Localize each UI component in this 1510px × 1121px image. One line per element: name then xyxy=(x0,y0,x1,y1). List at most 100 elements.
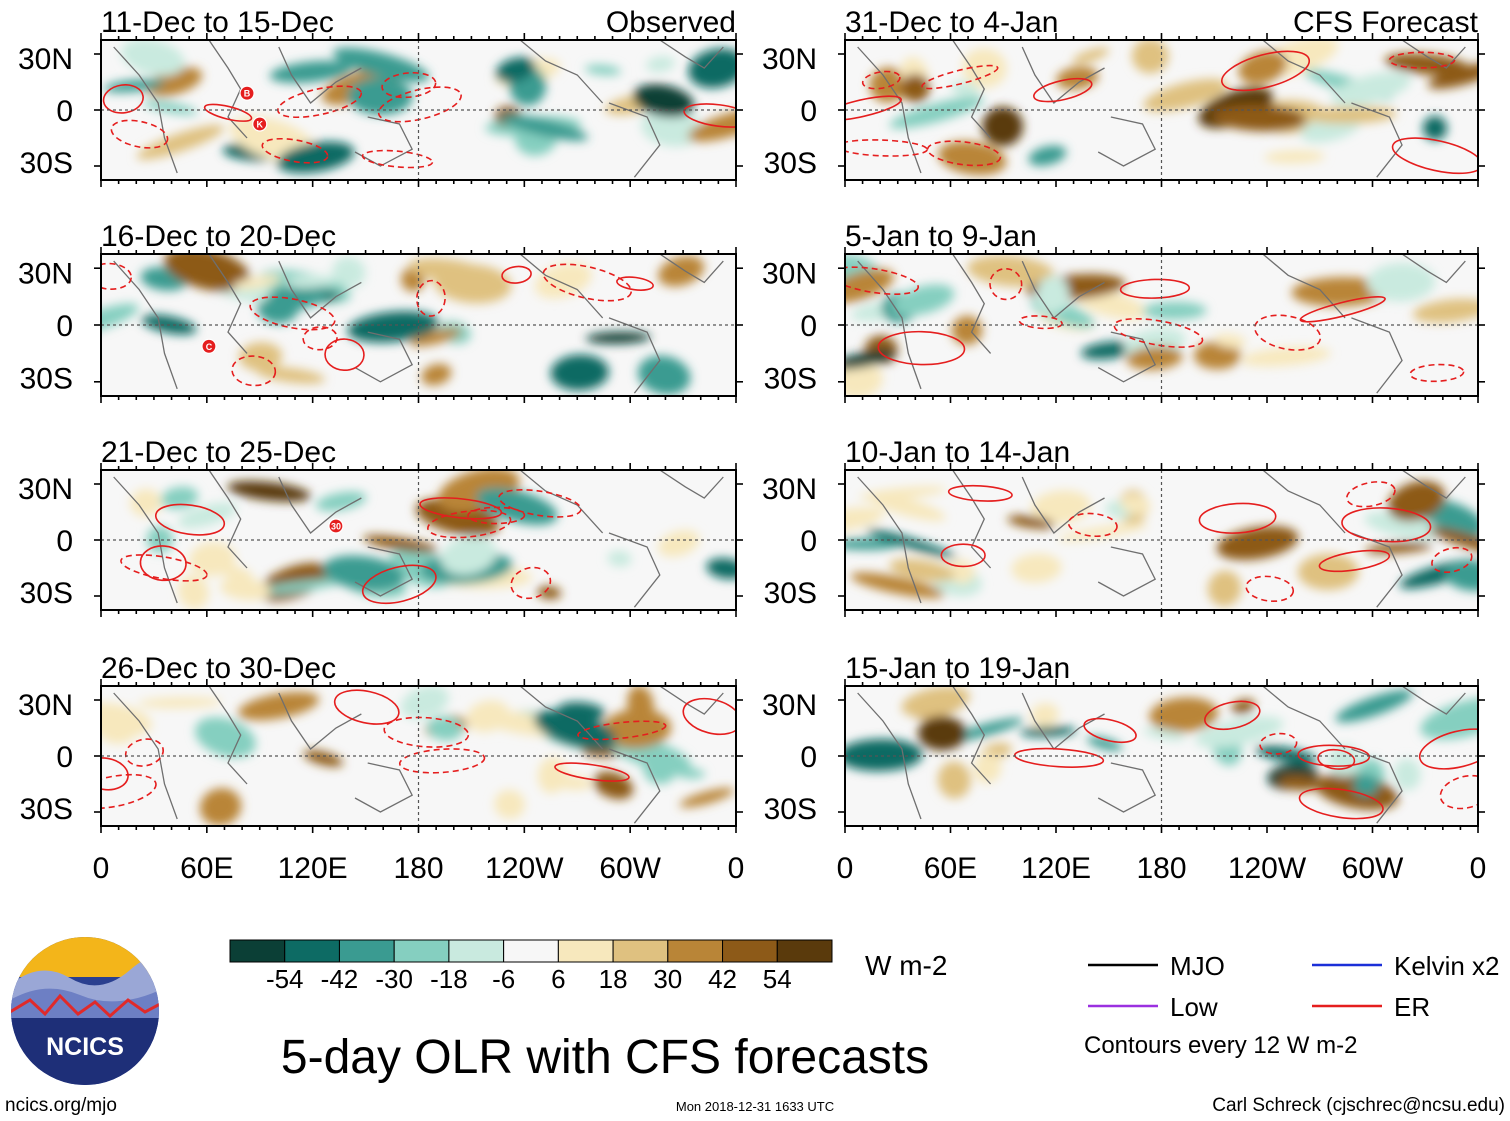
er-contour xyxy=(877,330,966,366)
storm-marker: K xyxy=(252,116,268,132)
coastline xyxy=(952,686,992,785)
colorbar-tick-label: -6 xyxy=(492,964,515,994)
coastlines xyxy=(857,254,1466,394)
er-contour xyxy=(419,497,503,520)
panel-ticks xyxy=(94,463,743,617)
er-contours xyxy=(101,689,736,810)
panel-period-label: 5-Jan to 9-Jan xyxy=(845,220,1037,253)
positive-anomaly-blob xyxy=(421,363,452,386)
map-panel-3: 21-Dec to 25-Dec xyxy=(94,436,743,617)
negative-anomaly-blob xyxy=(142,100,198,115)
coastline xyxy=(278,692,362,750)
er-contour xyxy=(249,296,336,331)
coastline xyxy=(354,546,414,597)
coastline xyxy=(1262,686,1346,750)
coastline xyxy=(278,476,362,534)
footer-timestamp: Mon 2018-12-31 1633 UTC xyxy=(676,1099,834,1114)
panel-tag-label: Observed xyxy=(606,6,736,39)
positive-anomaly-blob xyxy=(1007,515,1055,529)
negative-anomaly-blob xyxy=(865,528,957,559)
colorbar: -54 -42 -30 -18 -6 6 18 30 42 54 W m-2 xyxy=(229,939,947,994)
er-contour xyxy=(102,84,144,114)
coastline xyxy=(519,40,604,104)
er-contour xyxy=(1409,363,1465,383)
er-contour xyxy=(361,149,434,169)
er-contour xyxy=(947,484,1013,502)
footer-url: ncics.org/mjo xyxy=(5,1095,117,1116)
y-tick-label: 0 xyxy=(56,310,73,343)
negative-anomaly-blob xyxy=(585,331,651,344)
er-contour xyxy=(416,279,446,317)
olr-shading xyxy=(845,480,1478,607)
negative-anomaly-blob xyxy=(1444,561,1478,592)
y-tick-label: 0 xyxy=(56,741,73,774)
er-contour xyxy=(1318,549,1391,573)
negative-anomaly-blob xyxy=(607,550,632,567)
x-tick-label: 60W xyxy=(1342,852,1404,885)
x-tick-label: 0 xyxy=(728,852,745,885)
negative-anomaly-blob xyxy=(440,536,497,576)
coastline xyxy=(608,317,661,394)
positive-anomaly-blob xyxy=(178,574,209,610)
storm-marker-dot xyxy=(239,85,255,101)
er-contour xyxy=(1067,512,1118,538)
positive-anomaly-blob xyxy=(227,481,311,502)
legend-label: ER xyxy=(1394,992,1430,1022)
negative-anomaly-blob xyxy=(500,114,588,141)
positive-anomaly-blob xyxy=(658,530,700,557)
negative-anomaly-blob xyxy=(633,84,695,118)
colorbar-swatch xyxy=(284,939,340,963)
negative-anomaly-blob xyxy=(160,486,199,510)
coastline xyxy=(608,102,661,178)
colorbar-tick-label: 18 xyxy=(599,964,628,994)
positive-anomaly-blob xyxy=(865,492,946,521)
positive-anomaly-blob xyxy=(1216,525,1299,561)
legend-note: Contours every 12 W m-2 xyxy=(1084,1032,1357,1059)
er-contour xyxy=(498,489,582,518)
y-tick-label: 30S xyxy=(20,363,73,396)
negative-anomaly-blob xyxy=(427,716,463,741)
panel-period-label: 21-Dec to 25-Dec xyxy=(101,436,336,469)
x-tick-label: 120E xyxy=(278,852,348,885)
er-contour xyxy=(616,276,654,291)
y-tick-label: 0 xyxy=(56,525,73,558)
figure-title: 5-day OLR with CFS forecasts xyxy=(281,1031,929,1084)
coastline xyxy=(1401,254,1466,284)
olr-shading xyxy=(869,40,1478,176)
negative-anomaly-blob xyxy=(177,502,237,529)
panel-period-label: 11-Dec to 15-Dec xyxy=(101,6,334,39)
negative-anomaly-blob xyxy=(121,40,185,76)
x-tick-label: 60E xyxy=(180,852,233,885)
positive-anomaly-blob xyxy=(408,258,492,284)
coastline xyxy=(354,331,414,383)
colorbar-tick-label: 42 xyxy=(708,964,737,994)
positive-anomaly-blob xyxy=(1131,40,1169,74)
y-tick-label: 30N xyxy=(762,689,817,722)
er-contour xyxy=(383,716,470,748)
negative-anomaly-blob xyxy=(1142,301,1207,320)
coastline xyxy=(659,470,724,499)
negative-anomaly-blob xyxy=(645,56,675,73)
colorbar-tick-label: -18 xyxy=(430,964,468,994)
negative-anomaly-blob xyxy=(1080,341,1136,360)
coastline xyxy=(113,692,178,820)
colorbar-swatch xyxy=(393,939,450,963)
er-contour xyxy=(510,566,552,600)
y-tick-label: 30N xyxy=(18,257,73,290)
panel-ticks xyxy=(838,679,1485,833)
er-contour xyxy=(577,720,667,741)
panel-period-label: 10-Jan to 14-Jan xyxy=(845,436,1070,469)
y-tick-label: 30N xyxy=(762,473,817,506)
coastline xyxy=(608,532,661,608)
panel-ticks xyxy=(94,33,743,187)
positive-anomaly-blob xyxy=(130,488,162,517)
y-tick-label: 30N xyxy=(762,257,817,290)
negative-anomaly-blob xyxy=(947,718,1024,742)
coastline xyxy=(1351,102,1403,178)
negative-anomaly-blob xyxy=(1331,71,1412,106)
negative-anomaly-blob xyxy=(347,77,413,116)
negative-anomaly-blob xyxy=(550,354,609,391)
positive-anomaly-blob xyxy=(552,775,593,790)
axis-labels: 30N030S30N030S30N030S30N030S30N030S30N03… xyxy=(18,43,1486,885)
coastline xyxy=(1351,317,1403,394)
